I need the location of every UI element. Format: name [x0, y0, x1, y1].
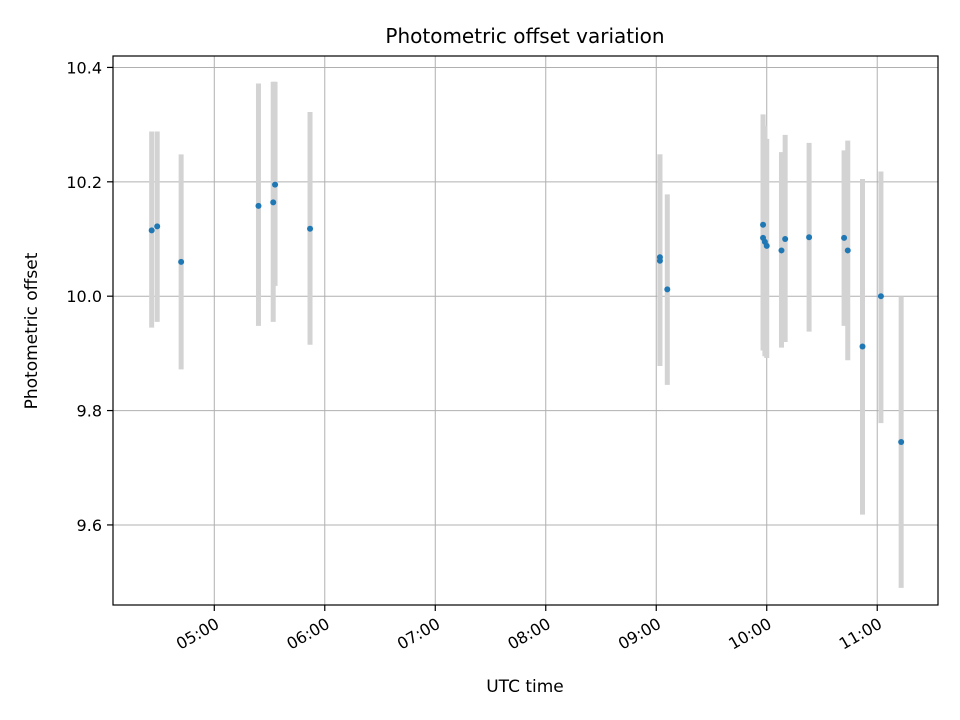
- data-point: [844, 247, 851, 254]
- data-point: [841, 234, 848, 241]
- data-point: [154, 223, 161, 230]
- data-point: [778, 247, 785, 254]
- y-axis-title: Photometric offset: [22, 252, 42, 409]
- data-point: [859, 343, 866, 350]
- data-point: [656, 257, 663, 264]
- plot-frame: [112, 55, 939, 606]
- y-tick-label: 10.0: [66, 287, 102, 306]
- data-point: [255, 202, 262, 209]
- data-point: [178, 258, 185, 265]
- data-point: [763, 242, 770, 249]
- chart-title: Photometric offset variation: [385, 24, 664, 48]
- x-axis-title: UTC time: [486, 677, 564, 697]
- data-point: [148, 227, 155, 234]
- data-point: [782, 236, 789, 242]
- data-point: [806, 234, 813, 241]
- data-point: [898, 439, 905, 446]
- data-points: [148, 181, 905, 446]
- y-tick-label: 9.8: [77, 402, 102, 421]
- data-point: [307, 225, 314, 232]
- y-tick-label: 9.6: [77, 516, 102, 535]
- y-tick-label: 10.2: [66, 173, 102, 192]
- data-point: [877, 293, 884, 300]
- data-point: [664, 286, 671, 293]
- y-tick-label: 10.4: [66, 58, 102, 77]
- data-point: [272, 181, 279, 188]
- data-point: [760, 221, 767, 228]
- y-axis: 9.6 9.8 10.0 10.2 10.4: [66, 58, 113, 535]
- data-point: [270, 199, 277, 206]
